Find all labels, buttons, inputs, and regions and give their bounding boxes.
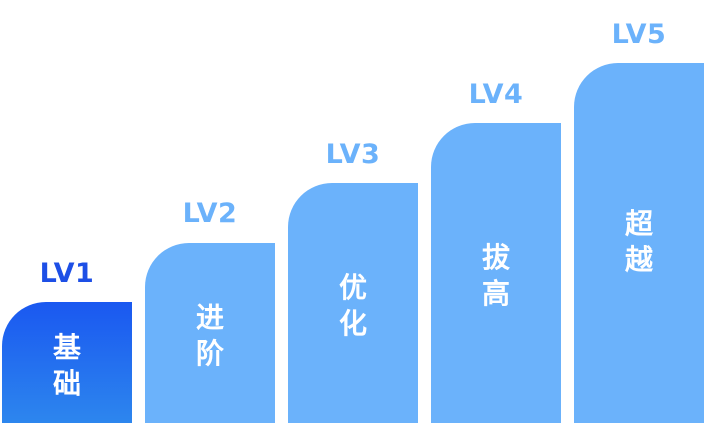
step-char: 超 — [624, 207, 653, 240]
step-char: 基 — [52, 331, 81, 364]
step-char: 进 — [195, 301, 224, 334]
level-label-lv4: LV4 — [468, 79, 524, 110]
step-char: 阶 — [195, 337, 224, 370]
step-text-lv4: 拔 高 — [431, 240, 561, 312]
step-char: 拔 — [481, 241, 510, 274]
step-text-lv2: 进 阶 — [145, 300, 275, 372]
level-label-lv5: LV5 — [611, 19, 667, 50]
step-char: 化 — [338, 307, 367, 340]
step-text-lv3: 优 化 — [288, 270, 418, 342]
step-text-lv5: 超 越 — [574, 206, 704, 278]
level-label-lv2: LV2 — [182, 198, 238, 229]
level-label-lv1: LV1 — [39, 258, 95, 289]
step-text-lv1: 基 础 — [2, 330, 132, 402]
level-label-lv3: LV3 — [325, 139, 381, 170]
step-char: 高 — [481, 277, 510, 310]
step-char: 越 — [624, 243, 653, 276]
step-bar-lv5: 超 越 — [574, 63, 704, 423]
step-char: 优 — [338, 271, 367, 304]
step-bar-lv4: 拔 高 — [431, 123, 561, 423]
step-bar-lv1: 基 础 — [2, 302, 132, 423]
step-char: 础 — [52, 367, 81, 400]
step-bar-lv3: 优 化 — [288, 183, 418, 423]
step-bar-lv2: 进 阶 — [145, 243, 275, 423]
